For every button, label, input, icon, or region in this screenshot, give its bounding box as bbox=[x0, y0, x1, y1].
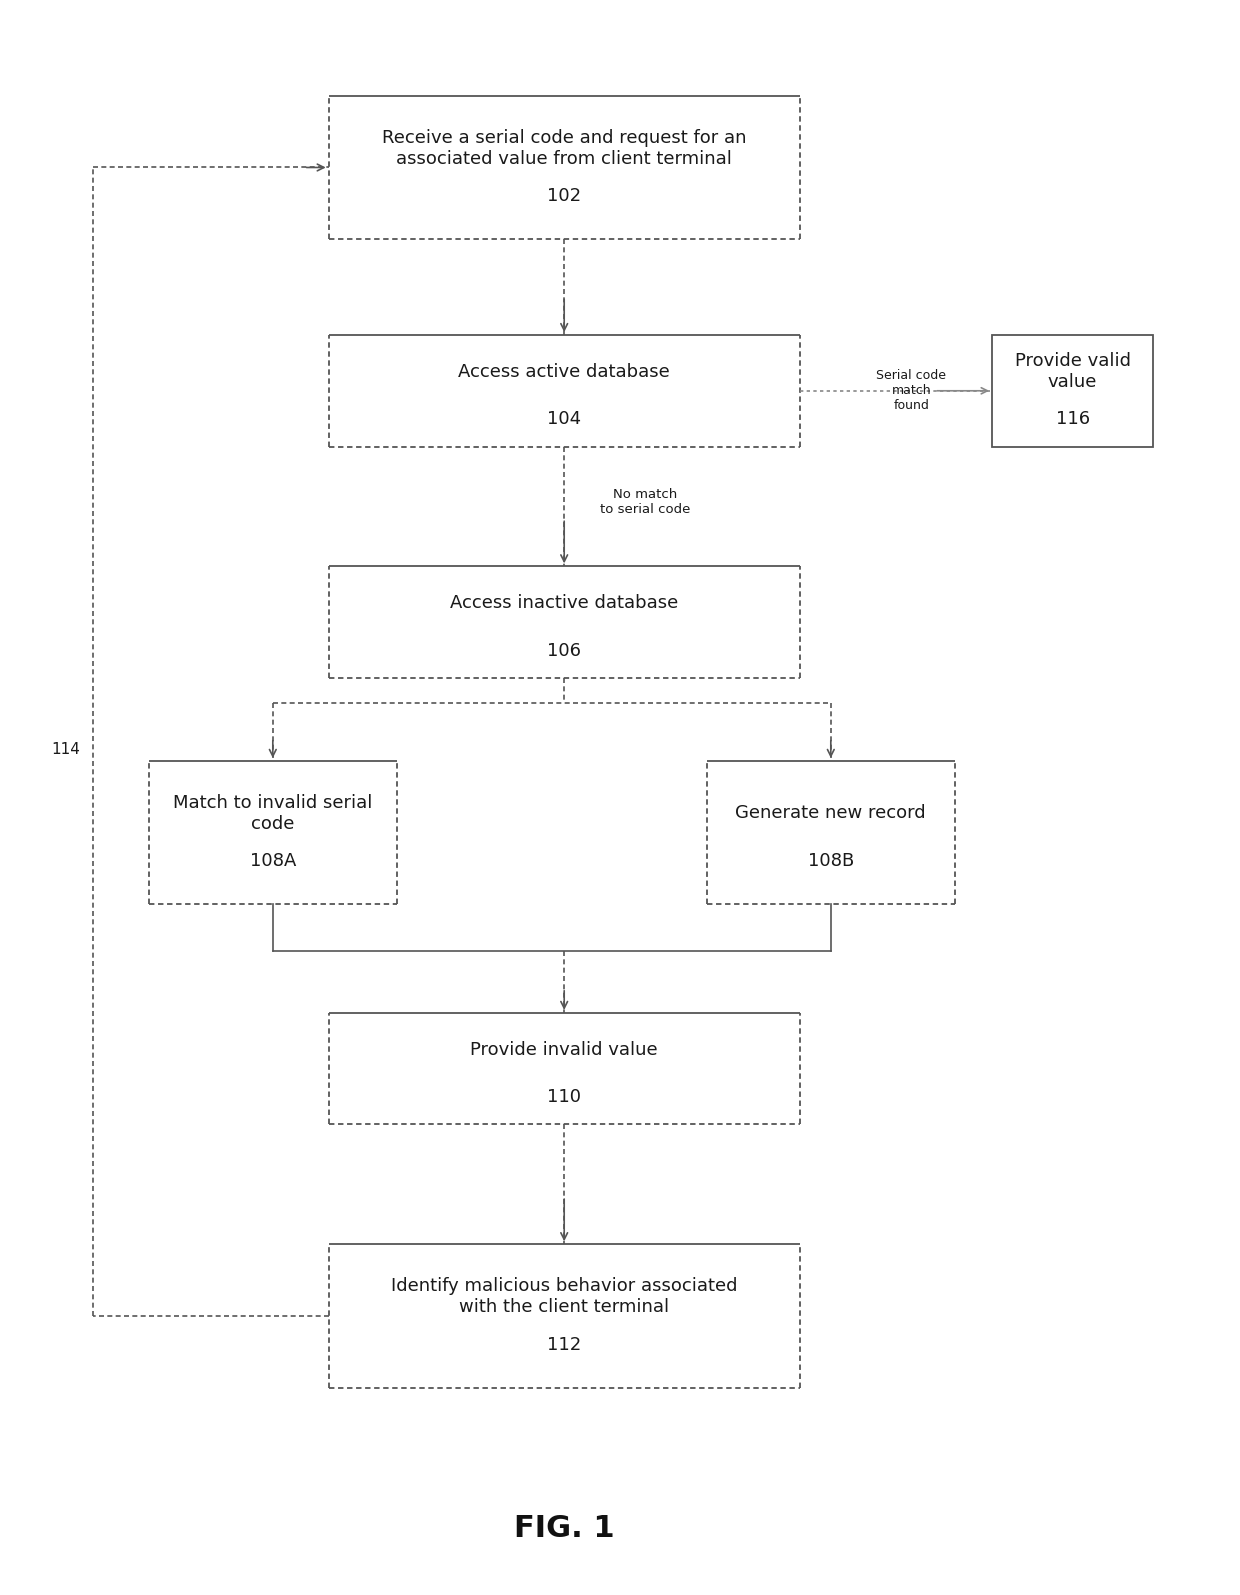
Text: 108A: 108A bbox=[249, 852, 296, 871]
Text: Provide valid
value: Provide valid value bbox=[1014, 352, 1131, 391]
Text: 112: 112 bbox=[547, 1335, 582, 1354]
Text: Access inactive database: Access inactive database bbox=[450, 593, 678, 612]
Bar bbox=[992, 335, 1153, 447]
Text: 116: 116 bbox=[1055, 410, 1090, 429]
Text: 114: 114 bbox=[52, 742, 81, 758]
Text: Generate new record: Generate new record bbox=[735, 804, 926, 823]
Text: FIG. 1: FIG. 1 bbox=[513, 1514, 615, 1542]
Text: Serial code
match
found: Serial code match found bbox=[877, 370, 946, 412]
Text: 110: 110 bbox=[547, 1088, 582, 1107]
Text: 108B: 108B bbox=[807, 852, 854, 871]
Text: 102: 102 bbox=[547, 187, 582, 206]
Text: Identify malicious behavior associated
with the client terminal: Identify malicious behavior associated w… bbox=[391, 1278, 738, 1316]
Text: 104: 104 bbox=[547, 410, 582, 429]
Text: Access active database: Access active database bbox=[459, 362, 670, 381]
Text: 106: 106 bbox=[547, 641, 582, 660]
Text: Provide invalid value: Provide invalid value bbox=[470, 1040, 658, 1059]
Text: Receive a serial code and request for an
associated value from client terminal: Receive a serial code and request for an… bbox=[382, 129, 746, 167]
Text: No match
to serial code: No match to serial code bbox=[600, 488, 689, 517]
Text: Match to invalid serial
code: Match to invalid serial code bbox=[174, 794, 372, 833]
